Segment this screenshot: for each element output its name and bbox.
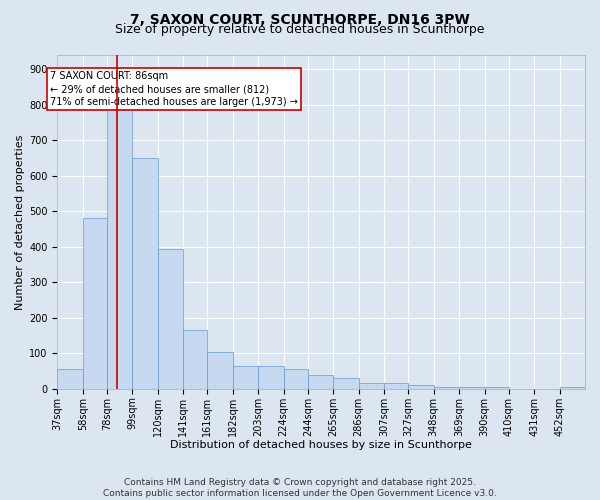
Bar (333, 378, 359, 389)
Bar (434, 387, 459, 389)
Bar (308, 374, 333, 389)
Bar (158, 248, 183, 389)
Bar (58, 370, 83, 389)
Bar (284, 370, 308, 389)
Y-axis label: Number of detached properties: Number of detached properties (15, 134, 25, 310)
Text: 7, SAXON COURT, SCUNTHORPE, DN16 3PW: 7, SAXON COURT, SCUNTHORPE, DN16 3PW (130, 12, 470, 26)
Text: 7 SAXON COURT: 86sqm
← 29% of detached houses are smaller (812)
71% of semi-deta: 7 SAXON COURT: 86sqm ← 29% of detached h… (50, 71, 298, 108)
Bar (183, 330, 208, 389)
Text: Size of property relative to detached houses in Scunthorpe: Size of property relative to detached ho… (115, 22, 485, 36)
Text: Contains HM Land Registry data © Crown copyright and database right 2025.
Contai: Contains HM Land Registry data © Crown c… (103, 478, 497, 498)
Bar (485, 387, 509, 389)
Bar (107, 82, 133, 389)
X-axis label: Distribution of detached houses by size in Scunthorpe: Distribution of detached houses by size … (170, 440, 472, 450)
Bar (83, 218, 107, 389)
Bar (384, 384, 409, 389)
Bar (233, 366, 258, 389)
Bar (133, 158, 158, 389)
Bar (560, 387, 585, 389)
Bar (359, 384, 384, 389)
Bar (409, 386, 434, 389)
Bar (208, 352, 233, 389)
Bar (258, 366, 284, 389)
Bar (459, 387, 485, 389)
